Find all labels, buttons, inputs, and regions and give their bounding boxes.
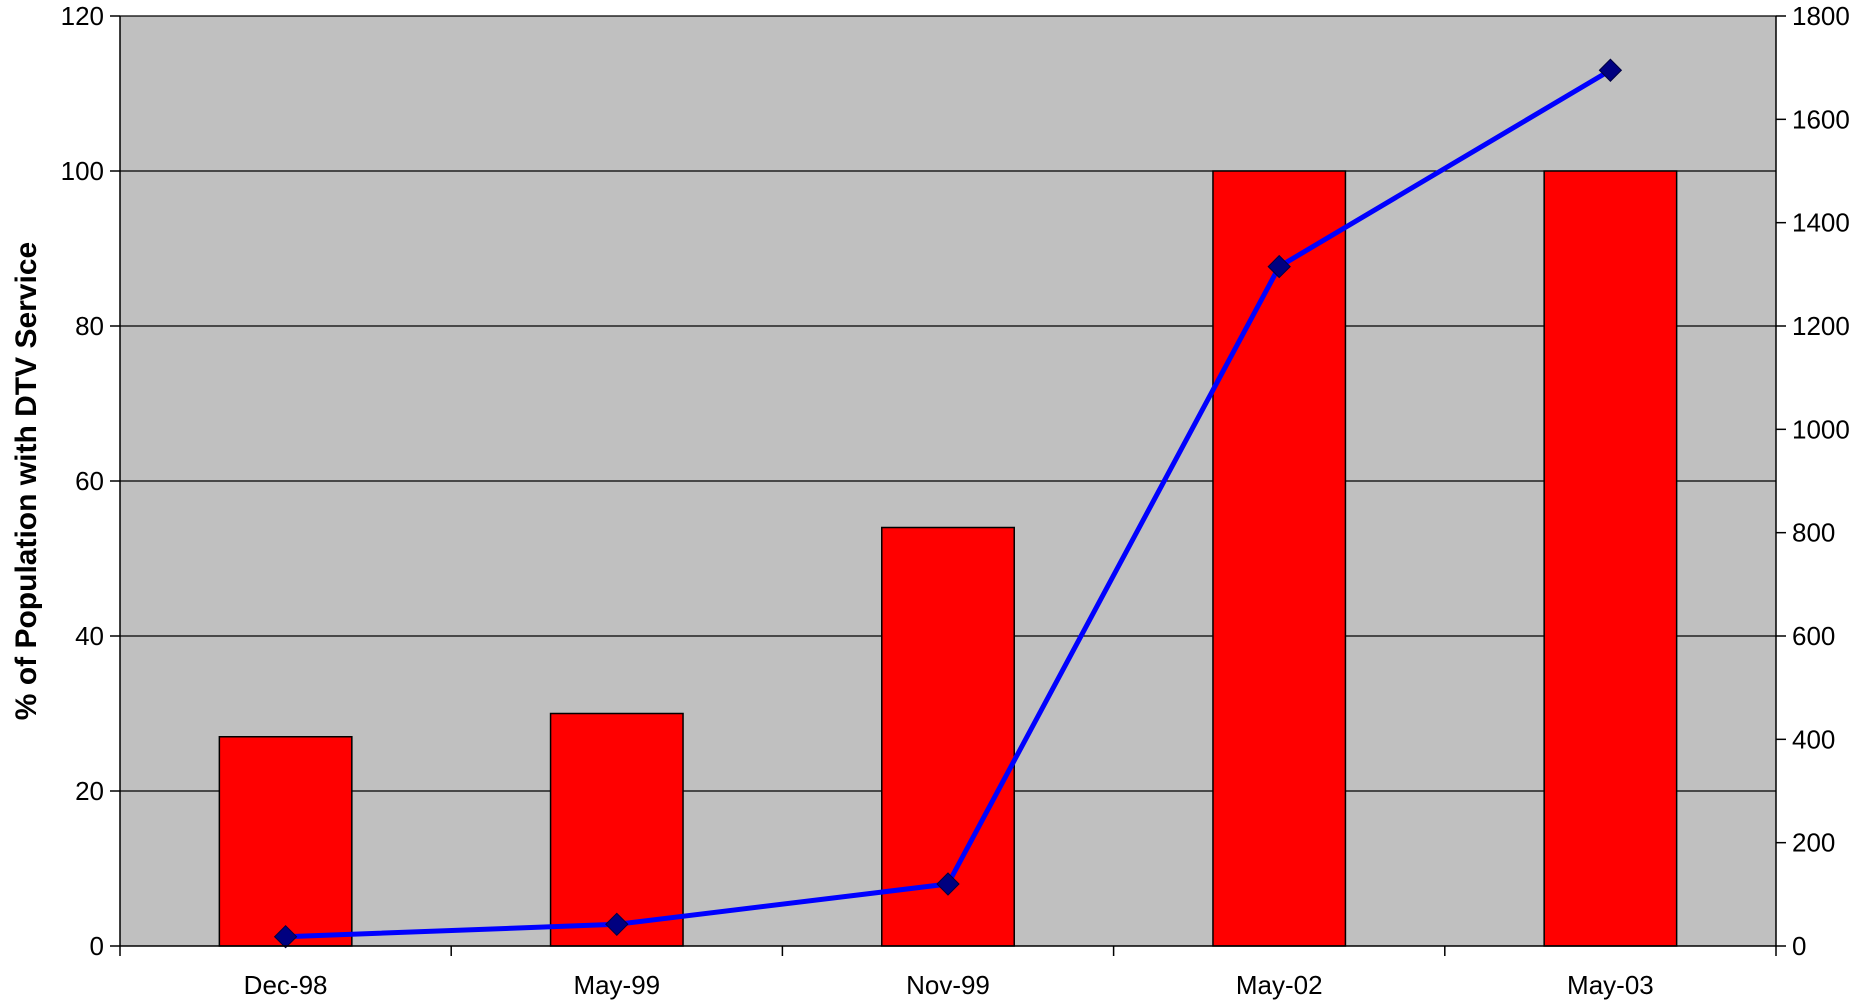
y-right-tick-label: 200: [1792, 828, 1835, 858]
y-right-tick-label: 600: [1792, 621, 1835, 651]
data-point-marker: [605, 912, 629, 937]
x-tick-label: May-03: [1567, 970, 1654, 1000]
y-right-tick-label: 1200: [1792, 311, 1850, 341]
y-right-tick-label: 400: [1792, 724, 1835, 754]
y-left-tick-label: 120: [61, 1, 104, 31]
data-point-marker: [1267, 254, 1291, 279]
x-tick-label: May-99: [573, 970, 660, 1000]
data-point-marker: [1598, 58, 1623, 82]
x-tick-label: May-02: [1236, 970, 1323, 1000]
y-left-tick-label: 60: [75, 466, 104, 496]
y-right-tick-label: 1400: [1792, 208, 1850, 238]
bar: [1543, 170, 1678, 947]
bar: [218, 736, 353, 947]
x-tick-label: Nov-99: [906, 970, 990, 1000]
y-left-tick-label: 40: [75, 621, 104, 651]
data-point-marker: [273, 924, 298, 949]
y-right-tick-label: 1600: [1792, 104, 1850, 134]
y-left-tick-label: 0: [90, 931, 104, 961]
y-left-tick-label: 80: [75, 311, 104, 341]
line-series: [273, 58, 1623, 949]
y-left-tick-label: 20: [75, 776, 104, 806]
y-right-tick-label: 1800: [1792, 1, 1850, 31]
data-point-marker: [936, 872, 960, 896]
y-right-tick-label: 0: [1792, 931, 1806, 961]
y-right-tick-label: 800: [1792, 518, 1835, 548]
bar-series: [218, 170, 1678, 947]
axes: 0204060801001200200400600800100012001400…: [61, 1, 1850, 1000]
y-left-tick-label: 100: [61, 156, 104, 186]
y-axis-title: % of Population with DTV Service: [10, 242, 43, 720]
bar: [549, 712, 684, 947]
bar: [1212, 170, 1347, 947]
y-right-tick-label: 1000: [1792, 414, 1850, 444]
x-tick-label: Dec-98: [244, 970, 328, 1000]
